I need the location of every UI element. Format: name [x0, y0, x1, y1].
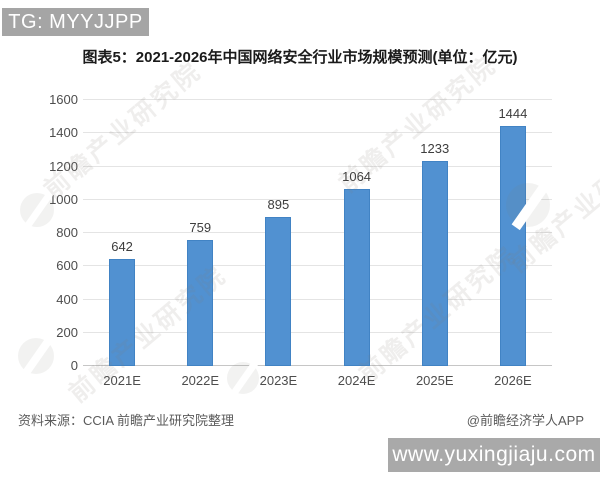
y-tick-label: 400 [56, 291, 78, 307]
gridline [83, 232, 552, 233]
gridline [83, 265, 552, 267]
gridline [83, 165, 552, 167]
bar-slot: 642 2021E [83, 100, 161, 388]
gridline [83, 99, 552, 100]
x-tick-label: 2023E [259, 373, 298, 388]
y-tick-label: 1000 [49, 191, 78, 207]
chart-title: 图表5：2021-2026年中国网络安全行业市场规模预测(单位：亿元) [82, 49, 518, 66]
bar-slot: 1064 2024E [318, 100, 396, 388]
x-axis-line [83, 365, 552, 366]
publisher-credit: @前瞻经济学人APP [466, 413, 584, 428]
y-tick-label: 0 [70, 358, 78, 373]
bar-value-label: 1444 [498, 105, 528, 121]
bar-slot: 1444 2026E [474, 100, 552, 388]
y-tick-label: 1200 [49, 158, 78, 174]
bar [421, 161, 448, 366]
y-tick-label: 600 [56, 258, 78, 274]
website-watermark-badge: www.yuxingjiaju.com [388, 438, 600, 472]
x-tick-label: 2025E [415, 373, 454, 388]
gridline [83, 298, 552, 300]
gridline [83, 198, 552, 200]
bar-slot: 895 2023E [239, 100, 317, 388]
bar [343, 189, 370, 366]
y-tick-label: 1400 [49, 125, 78, 141]
y-axis: 0 200 400 600 800 1000 1200 1400 1600 [34, 92, 78, 373]
x-tick-label: 2026E [494, 373, 532, 388]
x-tick-label: 2022E [181, 373, 220, 388]
bar [187, 239, 214, 366]
bar-value-label: 642 [111, 239, 133, 255]
bar-slot: 1233 2025E [396, 100, 474, 388]
y-tick-label: 200 [56, 324, 78, 340]
bar-value-label: 1064 [342, 169, 372, 185]
telegram-watermark-badge: TG: MYYJJPP [2, 8, 149, 36]
bar-value-label: 1233 [420, 141, 450, 157]
bar [499, 125, 526, 366]
gridline [83, 331, 552, 333]
source-attribution: 资料来源：CCIA 前瞻产业研究院整理 [18, 413, 234, 428]
y-tick-label: 800 [56, 225, 78, 240]
gridline [83, 132, 552, 134]
x-tick-label: 2021E [103, 373, 141, 388]
y-tick-label: 1600 [49, 92, 78, 107]
bar-slot: 759 2022E [161, 100, 239, 388]
plot-area: 642 2021E 759 2022E 895 2023E 1064 2024E 1233 202… [83, 99, 552, 388]
bar [265, 217, 292, 366]
bar [109, 259, 136, 366]
bar-value-label: 759 [189, 219, 212, 235]
bar-value-label: 895 [267, 197, 290, 213]
x-tick-label: 2024E [337, 373, 376, 388]
